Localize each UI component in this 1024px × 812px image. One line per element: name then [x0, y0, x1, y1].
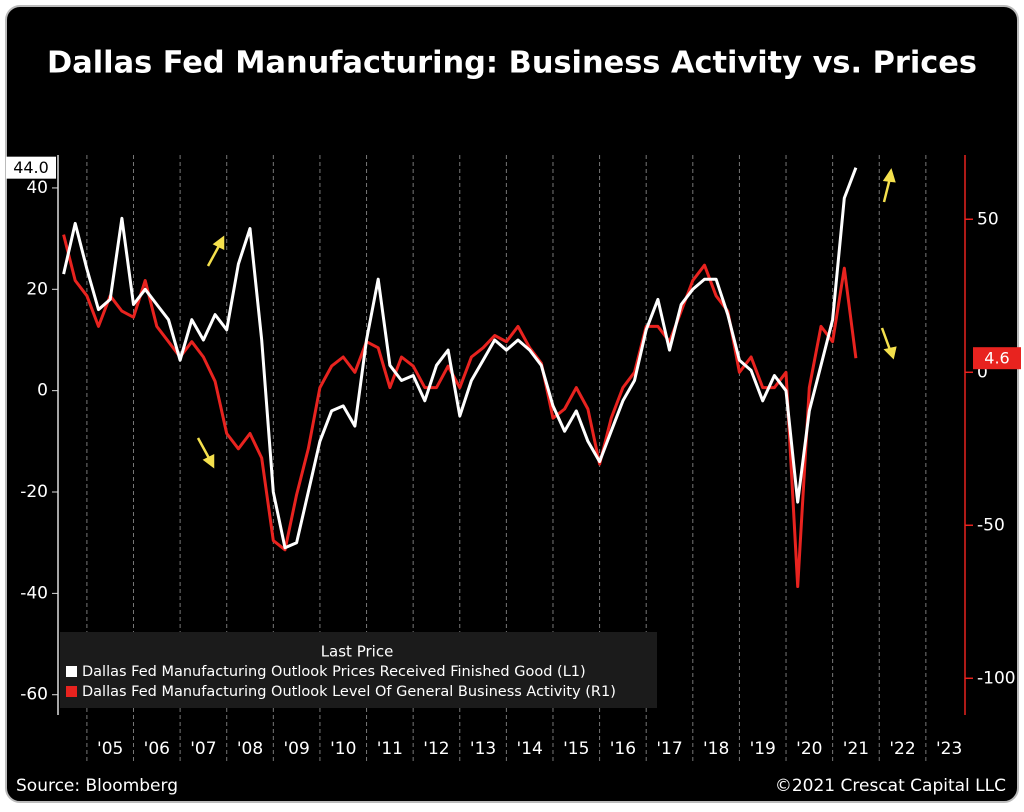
plot: '05 '06 '07 '08 '09 '10 '11 '12 '13 '14 '15 '16 '17 '… — [6, 155, 1021, 763]
series-line — [62, 167, 858, 550]
x-tick-label: '14 — [517, 739, 543, 759]
x-tick-label: '19 — [750, 739, 776, 759]
last-price-tag — [973, 347, 1021, 370]
y2-tick-label: -50 — [977, 515, 1005, 535]
x-tick-label: '09 — [283, 739, 309, 759]
x-tick-label: '22 — [889, 739, 915, 759]
legend-label: Dallas Fed Manufacturing Outlook Level O… — [82, 684, 616, 700]
x-tick-label: '15 — [563, 739, 589, 759]
legend-label: Dallas Fed Manufacturing Outlook Prices … — [82, 664, 586, 680]
arrow — [880, 327, 892, 351]
x-tick-label: '12 — [423, 739, 449, 759]
x-tick-label: '08 — [237, 739, 263, 759]
x-tick-label: '23 — [936, 739, 962, 759]
arrow — [206, 243, 222, 267]
x-tick-label: '18 — [703, 739, 729, 759]
arrow-head — [882, 168, 896, 183]
y-tick-label: 20 — [26, 279, 48, 299]
y-tick-label: -40 — [20, 583, 48, 603]
legend: Last Price Dallas Fed Manufacturing Outlo… — [60, 632, 657, 708]
arrow — [882, 177, 892, 203]
x-tick-label: '16 — [610, 739, 636, 759]
x-tick-label: '07 — [190, 739, 216, 759]
y-tick-label: -60 — [20, 685, 48, 705]
legend-swatch — [66, 666, 77, 677]
arrow-head — [883, 346, 897, 360]
credit: ©2021 Crescat Capital LLC — [775, 776, 1006, 796]
x-tick-label: '13 — [470, 739, 496, 759]
x-tick-label: '06 — [144, 739, 170, 759]
legend-title: Last Price — [321, 643, 394, 661]
y2-tick-label: -100 — [977, 668, 1016, 688]
last-price-label: 44.0 — [13, 158, 49, 177]
last-price-tag — [6, 156, 56, 179]
arrow-head — [212, 235, 225, 251]
x-tick-label: '11 — [377, 739, 403, 759]
legend-box — [60, 632, 657, 708]
source: Source: Bloomberg — [16, 776, 178, 796]
y2-tick-label: 0 — [977, 362, 988, 382]
x-tick-label: '05 — [97, 739, 123, 759]
y2-tick-label: 50 — [977, 209, 999, 229]
x-tick-label: '10 — [330, 739, 356, 759]
y-tick-label: 0 — [37, 381, 48, 401]
last-price-label: 4.6 — [984, 349, 1009, 368]
arrow — [196, 437, 212, 461]
y-tick-label: 40 — [26, 178, 48, 198]
arrow-head — [202, 453, 215, 469]
background — [5, 5, 1019, 803]
x-tick-label: '20 — [796, 739, 822, 759]
chart-title: Dallas Fed Manufacturing: Business Activ… — [47, 46, 977, 81]
annotation-arrows — [196, 168, 897, 469]
x-tick-label: '17 — [656, 739, 682, 759]
legend-swatch — [66, 686, 77, 697]
y-tick-label: -20 — [20, 482, 48, 502]
x-tick-label: '21 — [843, 739, 869, 759]
